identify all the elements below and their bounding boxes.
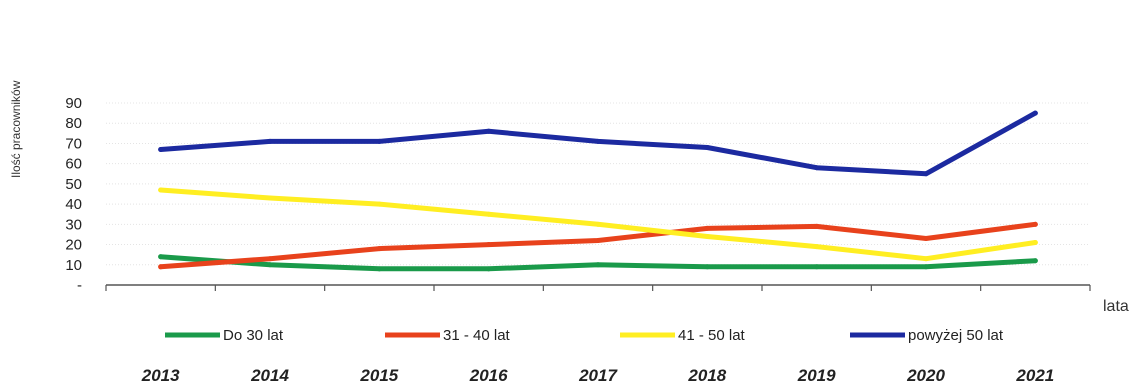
data-point (1032, 240, 1038, 246)
y-tick-label: 90 (65, 95, 82, 112)
data-point (704, 225, 710, 231)
data-point (704, 264, 710, 270)
x-category-label: 2015 (359, 366, 398, 385)
y-tick-label: 60 (65, 156, 82, 173)
y-tick-label: 40 (65, 196, 82, 213)
x-axis (105, 284, 1091, 291)
x-category-label: 2013 (141, 366, 180, 385)
data-point (923, 264, 929, 270)
x-category-label: 2018 (687, 366, 726, 385)
y-tick-label: 50 (65, 176, 82, 193)
data-point (267, 138, 273, 144)
data-point (704, 233, 710, 239)
x-category-label: 2014 (250, 366, 289, 385)
x-category-label: 2017 (578, 366, 618, 385)
x-category-label: 2020 (906, 366, 945, 385)
data-point (595, 221, 601, 227)
y-tick-label: 10 (65, 257, 82, 274)
y-tick-label: 70 (65, 135, 82, 152)
data-point (923, 171, 929, 177)
data-point (814, 264, 820, 270)
data-point (376, 201, 382, 207)
data-point (595, 262, 601, 268)
data-point (158, 187, 164, 193)
data-point (923, 256, 929, 262)
data-point (376, 266, 382, 272)
legend-label: 41 - 50 lat (678, 327, 746, 344)
legend-label: Do 30 lat (223, 327, 284, 344)
data-point (486, 266, 492, 272)
legend-label: powyżej 50 lat (908, 327, 1004, 344)
x-axis-title: lata (1103, 298, 1129, 315)
data-point (595, 238, 601, 244)
y-tick-label: 30 (65, 216, 82, 233)
y-tick-label: - (77, 277, 82, 294)
series-lines (158, 110, 1038, 272)
data-point (1032, 221, 1038, 227)
data-point (158, 147, 164, 153)
data-point (376, 246, 382, 252)
x-category-label: 2019 (797, 366, 836, 385)
data-point (158, 264, 164, 270)
y-tick-label: 80 (65, 115, 82, 132)
data-point (486, 128, 492, 134)
legend: Do 30 lat 31 - 40 lat 41 - 50 lat powyżej 5… (165, 327, 1004, 344)
data-point (376, 138, 382, 144)
data-point (704, 144, 710, 150)
data-point (486, 242, 492, 248)
y-tick-label: 20 (65, 237, 82, 254)
data-point (267, 262, 273, 268)
data-point (923, 235, 929, 241)
y-axis-title: Ilość pracowników (9, 80, 23, 178)
data-point (814, 244, 820, 250)
data-point (1032, 258, 1038, 264)
data-point (267, 195, 273, 201)
data-point (595, 138, 601, 144)
data-point (267, 256, 273, 262)
x-category-label: 2021 (1015, 366, 1054, 385)
data-point (814, 165, 820, 171)
data-point (814, 223, 820, 229)
data-point (158, 254, 164, 260)
data-point (486, 211, 492, 217)
x-category-label: 2016 (469, 366, 508, 385)
legend-label: 31 - 40 lat (443, 327, 511, 344)
series-line-1 (158, 221, 1038, 270)
data-point (1032, 110, 1038, 116)
y-axis: - 10 20 30 40 50 60 70 80 90 (65, 95, 82, 294)
x-category-labels: 2013 2014 2015 2016 2017 2018 2019 2020 2021 (141, 366, 1054, 385)
